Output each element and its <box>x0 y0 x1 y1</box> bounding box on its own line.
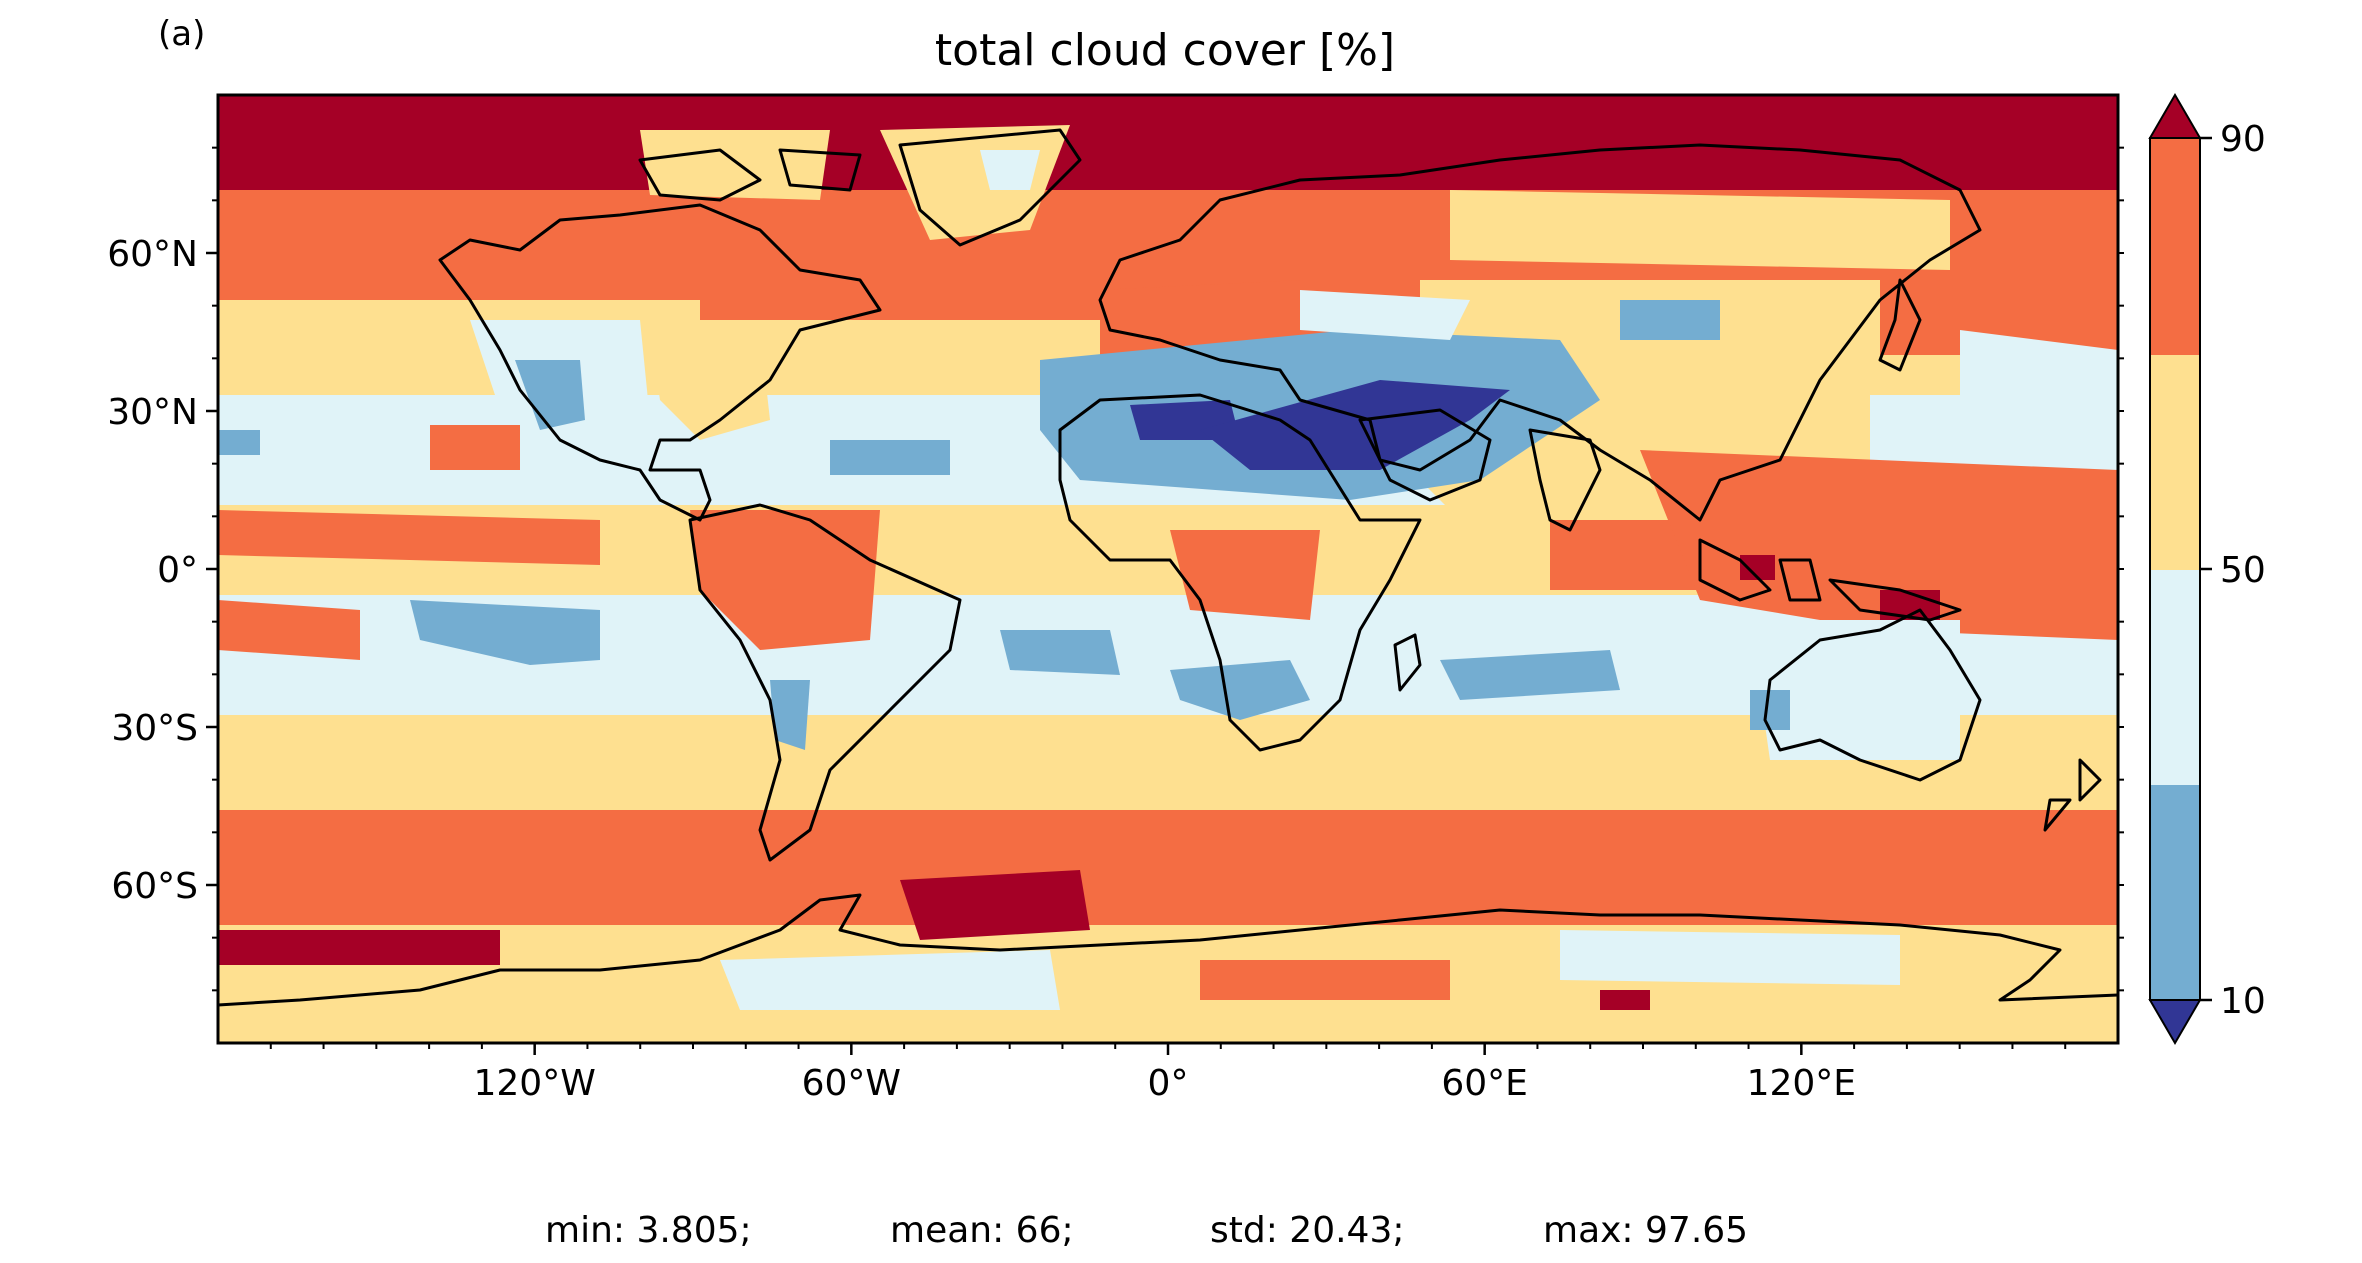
stat-std: std: 20.43; <box>1210 1210 1404 1251</box>
region-southern-red2 <box>218 930 500 965</box>
region-greenland-lightblue <box>980 150 1040 190</box>
y-tick-label: 30°N <box>107 392 198 433</box>
stat-min: min: 3.805; <box>545 1210 752 1251</box>
region-amazon-orange <box>690 510 880 650</box>
colorbar-band-10-30 <box>2150 785 2200 1000</box>
x-tick-label: 0° <box>1148 1063 1189 1104</box>
x-tick-label: 120°W <box>474 1063 596 1104</box>
coast-madagascar <box>1393 633 1422 692</box>
coast-africa <box>1058 393 1422 752</box>
x-tick-label: 120°E <box>1747 1063 1856 1104</box>
region-southern-africa-blue <box>1170 660 1310 720</box>
y-tick-label: 60°N <box>107 234 198 275</box>
y-tick-label: 30°S <box>111 708 198 749</box>
coastlines <box>218 128 2118 1007</box>
region-westpac-lightblue <box>1960 330 2118 460</box>
region-indian-south-blue <box>1440 650 1620 700</box>
region-sw-us-blue <box>515 360 585 430</box>
x-tick-label: 60°E <box>1441 1063 1528 1104</box>
region-asia-lightblue <box>1620 300 1720 340</box>
coast-indonesia <box>1698 538 1962 622</box>
region-antarctic-lightblue2 <box>1560 930 1900 985</box>
colorbar-tick-label: 10 <box>2220 981 2266 1022</box>
colorbar-tick-label: 90 <box>2220 119 2266 160</box>
region-congo-orange <box>1170 530 1320 620</box>
region-chile-blue <box>770 680 810 750</box>
coast-arabia <box>1358 408 1492 502</box>
colorbar-over-arrow <box>2148 93 2202 139</box>
colorbar-tick-label: 50 <box>2220 550 2266 591</box>
region-australia-blue <box>1750 690 1790 730</box>
region-borneo-red <box>1740 555 1775 580</box>
coast-eurasia <box>1098 143 1982 522</box>
coast-south-america <box>688 503 962 862</box>
region-arctic-lightblue <box>640 130 830 200</box>
region-antarctic-red <box>1600 990 1650 1010</box>
coast-canadian-arctic <box>638 148 862 202</box>
coast-australia <box>1763 608 1982 782</box>
stat-max: max: 97.65 <box>1543 1210 1748 1251</box>
colorbar-band-50-70 <box>2150 355 2200 570</box>
band-arctic <box>218 95 2118 195</box>
region-indian-orange <box>1550 520 1700 590</box>
coast-japan <box>1878 278 1922 372</box>
region-atlantic-blue <box>830 440 950 475</box>
region-spcz-orange <box>218 600 360 660</box>
coast-new-zealand <box>2043 758 2102 832</box>
region-arabia-darkblue <box>1200 380 1510 470</box>
region-se-pacific-blue <box>410 600 600 665</box>
colorbar-band-70-90 <box>2150 138 2200 355</box>
coast-north-america <box>438 203 882 522</box>
x-axis: 120°W 60°W 0° 60°E 120°E <box>269 1043 2067 1104</box>
panel-label: (a) <box>158 14 205 54</box>
region-itcz-pacific-orange <box>218 510 600 565</box>
band-southern-ocean <box>218 810 2118 930</box>
region-antarctic-orange <box>1200 960 1450 1000</box>
coast-greenland <box>898 128 1082 247</box>
colorbar: 90 50 10 <box>2148 93 2266 1045</box>
y-axis: 60°N 30°N 0° 30°S 60°S <box>107 146 2124 992</box>
region-europe-orange <box>1100 280 1300 330</box>
region-antarctic-lightblue <box>720 950 1060 1010</box>
colorbar-band-30-50 <box>2150 570 2200 785</box>
y-tick-label: 0° <box>157 550 198 591</box>
region-southern-red1 <box>900 870 1090 940</box>
cloud-cover-field <box>218 95 2118 1043</box>
region-south-atlantic-blue <box>1000 630 1120 675</box>
region-east-us-yellow <box>650 330 770 440</box>
map-title: total cloud cover [%] <box>935 25 1395 76</box>
region-russia-yellow <box>1450 190 1950 270</box>
region-eurasia-lightblue <box>1300 290 1470 340</box>
region-antarctic-yellow-bottom <box>218 1010 2118 1043</box>
colorbar-under-arrow <box>2148 999 2202 1045</box>
region-hawaii-blue <box>218 430 260 455</box>
x-tick-label: 60°W <box>802 1063 901 1104</box>
y-tick-label: 60°S <box>111 866 198 907</box>
coast-india <box>1528 428 1602 532</box>
region-pacific-orange-n <box>430 425 520 470</box>
coast-antarctica <box>218 893 2118 1007</box>
stat-mean: mean: 66; <box>890 1210 1074 1251</box>
